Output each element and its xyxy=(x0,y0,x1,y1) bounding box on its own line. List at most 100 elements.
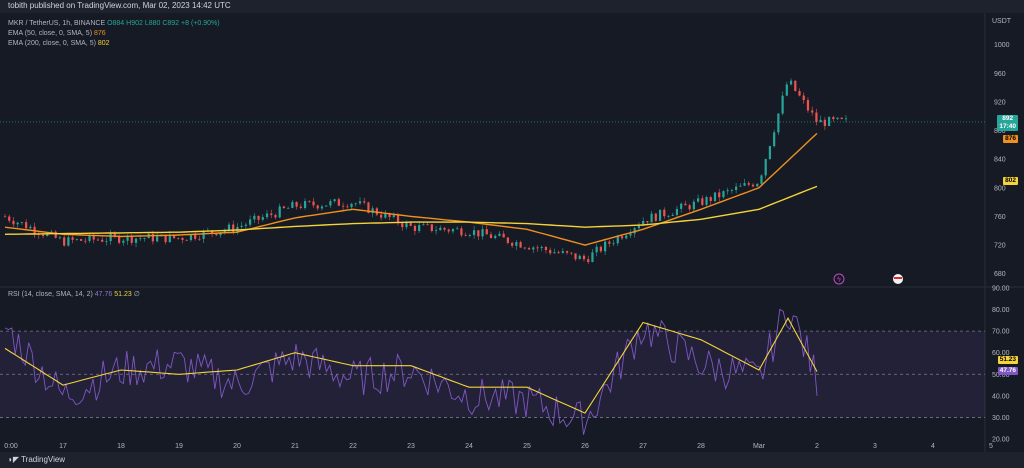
candle-body xyxy=(481,229,484,237)
candle-body xyxy=(473,230,476,236)
time-tick-label: Mar xyxy=(753,443,766,450)
ema200-legend-label[interactable]: EMA (200, close, 0, SMA, 5) xyxy=(8,40,96,47)
time-tick-label: 0:00 xyxy=(4,443,18,450)
lightning-event-icon xyxy=(833,273,845,285)
candle-body xyxy=(71,237,74,240)
time-tick-label: 27 xyxy=(639,443,647,450)
candle-body xyxy=(358,201,362,204)
chart-canvas[interactable]: USDT 1000 960 920 880 840 800 760 720 680 90.00 80.… xyxy=(0,13,1024,452)
candle-body xyxy=(249,219,252,225)
candle-body xyxy=(823,119,826,126)
rsi-tick-label: 80.00 xyxy=(992,307,1010,314)
ema50-legend-label[interactable]: EMA (50, close, 0, SMA, 5) xyxy=(8,30,93,37)
price-tick-label: 920 xyxy=(994,99,1006,106)
rsi-ma-price-label: 51.23 xyxy=(997,356,1018,364)
candle-body xyxy=(675,208,679,215)
candle-body xyxy=(582,255,586,260)
last-price-label: 892 17:40 xyxy=(997,115,1018,131)
time-tick-label: 4 xyxy=(931,443,935,450)
candle-body xyxy=(561,251,564,253)
candle-body xyxy=(663,209,666,217)
rsi-legend-label[interactable]: RSI (14, close, SMA, 14, 2) xyxy=(8,291,93,298)
candle-body xyxy=(295,202,298,207)
ema200-legend-value: 802 xyxy=(97,40,110,47)
candle-body xyxy=(578,255,581,260)
rsi-tick-label: 90.00 xyxy=(992,286,1010,293)
time-tick-label: 3 xyxy=(873,443,877,450)
candle-body xyxy=(303,200,307,209)
candle-body xyxy=(88,235,91,241)
price-tick-label: 840 xyxy=(994,157,1006,164)
tradingview-logo[interactable]: ◗◤ TradingView xyxy=(8,455,65,464)
candle-body xyxy=(25,222,28,229)
candle-body xyxy=(409,222,412,226)
candle-body xyxy=(667,215,670,217)
ema200-line xyxy=(4,185,818,235)
candle-body xyxy=(523,247,526,249)
candle-body xyxy=(405,222,408,228)
candle-body xyxy=(240,225,243,228)
candle-body xyxy=(629,233,632,236)
candle-body xyxy=(722,191,725,198)
rsi-tick-label: 50.00 xyxy=(992,372,1010,379)
candle-body xyxy=(8,216,11,221)
candle-body xyxy=(282,206,286,209)
candle-body xyxy=(777,113,780,133)
candle-body xyxy=(650,213,653,223)
lightning-glyph: ϟ xyxy=(837,277,841,284)
candle-body xyxy=(642,220,645,226)
candle-body xyxy=(227,224,231,231)
candle-body xyxy=(515,242,518,246)
candle-body xyxy=(464,235,467,237)
candle-body xyxy=(113,233,116,236)
price-axis-currency: USDT xyxy=(992,18,1012,25)
candle-body xyxy=(625,235,628,239)
flag-stripe xyxy=(894,277,902,279)
candle-body xyxy=(75,239,78,240)
candle-body xyxy=(595,246,598,253)
rsi-tick-label: 40.00 xyxy=(992,393,1010,400)
candle-body xyxy=(341,205,345,207)
candle-body xyxy=(620,236,624,239)
candle-body xyxy=(709,197,712,201)
time-tick-label: 21 xyxy=(291,443,299,450)
symbol-name[interactable]: MKR / TetherUS, 1h, BINANCE xyxy=(8,20,106,27)
candle-body xyxy=(312,201,315,206)
candle-body xyxy=(320,206,324,209)
candle-body xyxy=(418,225,421,231)
time-tick-label: 19 xyxy=(175,443,183,450)
time-tick-label: 25 xyxy=(523,443,531,450)
candle-body xyxy=(101,239,104,242)
candle-body xyxy=(608,241,611,244)
candle-body xyxy=(553,252,556,254)
candle-body xyxy=(244,224,247,226)
candle-body xyxy=(202,230,205,240)
candle-body xyxy=(12,220,15,225)
candle-body xyxy=(819,119,822,123)
candle-body xyxy=(718,192,721,198)
candle-body xyxy=(646,220,649,223)
candle-body xyxy=(840,117,843,119)
candle-body xyxy=(84,240,87,242)
candle-body xyxy=(743,183,746,186)
candle-body xyxy=(210,230,214,234)
rsi-tick-label: 30.00 xyxy=(992,415,1010,422)
candle-body xyxy=(346,206,349,208)
candle-body xyxy=(671,214,674,216)
candle-body xyxy=(371,208,374,213)
candle-body xyxy=(198,238,201,240)
candle-body xyxy=(519,242,522,248)
candle-body xyxy=(3,216,7,218)
candle-body xyxy=(270,213,273,216)
candle-body xyxy=(181,238,184,240)
candle-body xyxy=(696,198,700,202)
rsi-ma-legend-value: 51.23 xyxy=(114,291,132,298)
candle-body xyxy=(143,238,146,240)
candle-body xyxy=(468,235,471,236)
candle-body xyxy=(684,203,687,206)
candle-body xyxy=(587,259,590,263)
time-tick-label: 18 xyxy=(117,443,125,450)
candle-body xyxy=(177,237,180,239)
candle-body xyxy=(604,241,607,252)
candle-body xyxy=(122,240,125,243)
